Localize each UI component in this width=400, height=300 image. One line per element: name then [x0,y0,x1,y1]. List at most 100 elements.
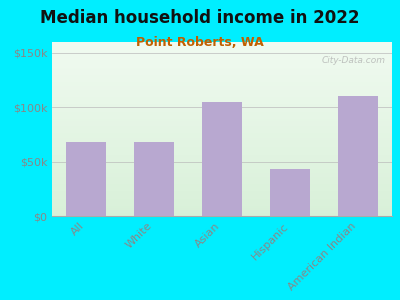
Bar [52,174,392,175]
Bar [52,128,392,129]
Bar [52,134,392,135]
Bar [52,107,392,108]
Bar [52,154,392,155]
Bar [52,192,392,193]
Bar [52,62,392,63]
Bar [52,162,392,163]
Bar [52,98,392,99]
Bar [52,50,392,51]
Bar [52,45,392,46]
Bar [52,120,392,121]
Bar [52,170,392,171]
Bar [52,188,392,189]
Bar [52,47,392,48]
Bar [52,175,392,176]
Bar [52,90,392,91]
Bar [52,57,392,58]
Bar [52,117,392,118]
Bar [52,114,392,115]
Bar [52,187,392,188]
Bar [52,113,392,114]
Bar [52,206,392,207]
Bar [52,118,392,119]
Bar [52,59,392,60]
Bar [52,171,392,172]
Bar [52,83,392,84]
Bar [52,153,392,154]
Bar [52,99,392,100]
Bar [66,142,106,216]
Bar [52,158,392,159]
Bar [52,173,392,174]
Bar [52,160,392,161]
Bar [52,178,392,179]
Bar [52,101,392,102]
Bar [52,145,392,146]
Bar [52,142,392,143]
Bar [52,84,392,85]
Bar [52,143,392,144]
Bar [52,77,392,78]
Bar [52,66,392,67]
Bar [52,179,392,180]
Bar [52,100,392,101]
Bar [52,140,392,141]
Bar [52,55,392,56]
Bar [52,172,392,173]
Bar [52,42,392,43]
Bar [52,195,392,196]
Bar [52,191,392,192]
Bar [52,74,392,75]
Text: City-Data.com: City-Data.com [321,56,385,65]
Bar [52,196,392,197]
Bar [52,186,392,187]
Bar [52,54,392,55]
Bar [52,185,392,186]
Bar [52,151,392,152]
Bar [52,204,392,205]
Bar [52,207,392,208]
Bar [52,48,392,49]
Bar [52,197,392,198]
Bar [52,214,392,215]
Bar [52,130,392,131]
Bar [52,80,392,81]
Bar [52,127,392,128]
Bar [52,93,392,94]
Bar [52,123,392,124]
Bar [52,199,392,200]
Bar [52,73,392,74]
Bar [52,167,392,168]
Bar [52,65,392,66]
Bar [52,198,392,199]
Bar [52,137,392,138]
Bar [52,105,392,106]
Bar [52,43,392,44]
Bar [52,157,392,158]
Bar [52,111,392,112]
Bar [52,116,392,117]
Bar [52,51,392,52]
Bar [52,210,392,211]
Bar [52,184,392,185]
Bar [52,94,392,95]
Bar [270,169,310,216]
Bar [52,152,392,153]
Text: Median household income in 2022: Median household income in 2022 [40,9,360,27]
Bar [52,89,392,90]
Bar [52,141,392,142]
Bar [52,72,392,73]
Bar [52,129,392,130]
Bar [52,138,392,139]
Bar [52,85,392,86]
Bar [52,69,392,70]
Bar [52,146,392,147]
Bar [52,135,392,136]
Bar [52,110,392,111]
Bar [202,102,242,216]
Bar [52,168,392,169]
Bar [52,75,392,76]
Bar [52,64,392,65]
Bar [52,70,392,71]
Bar [52,212,392,213]
